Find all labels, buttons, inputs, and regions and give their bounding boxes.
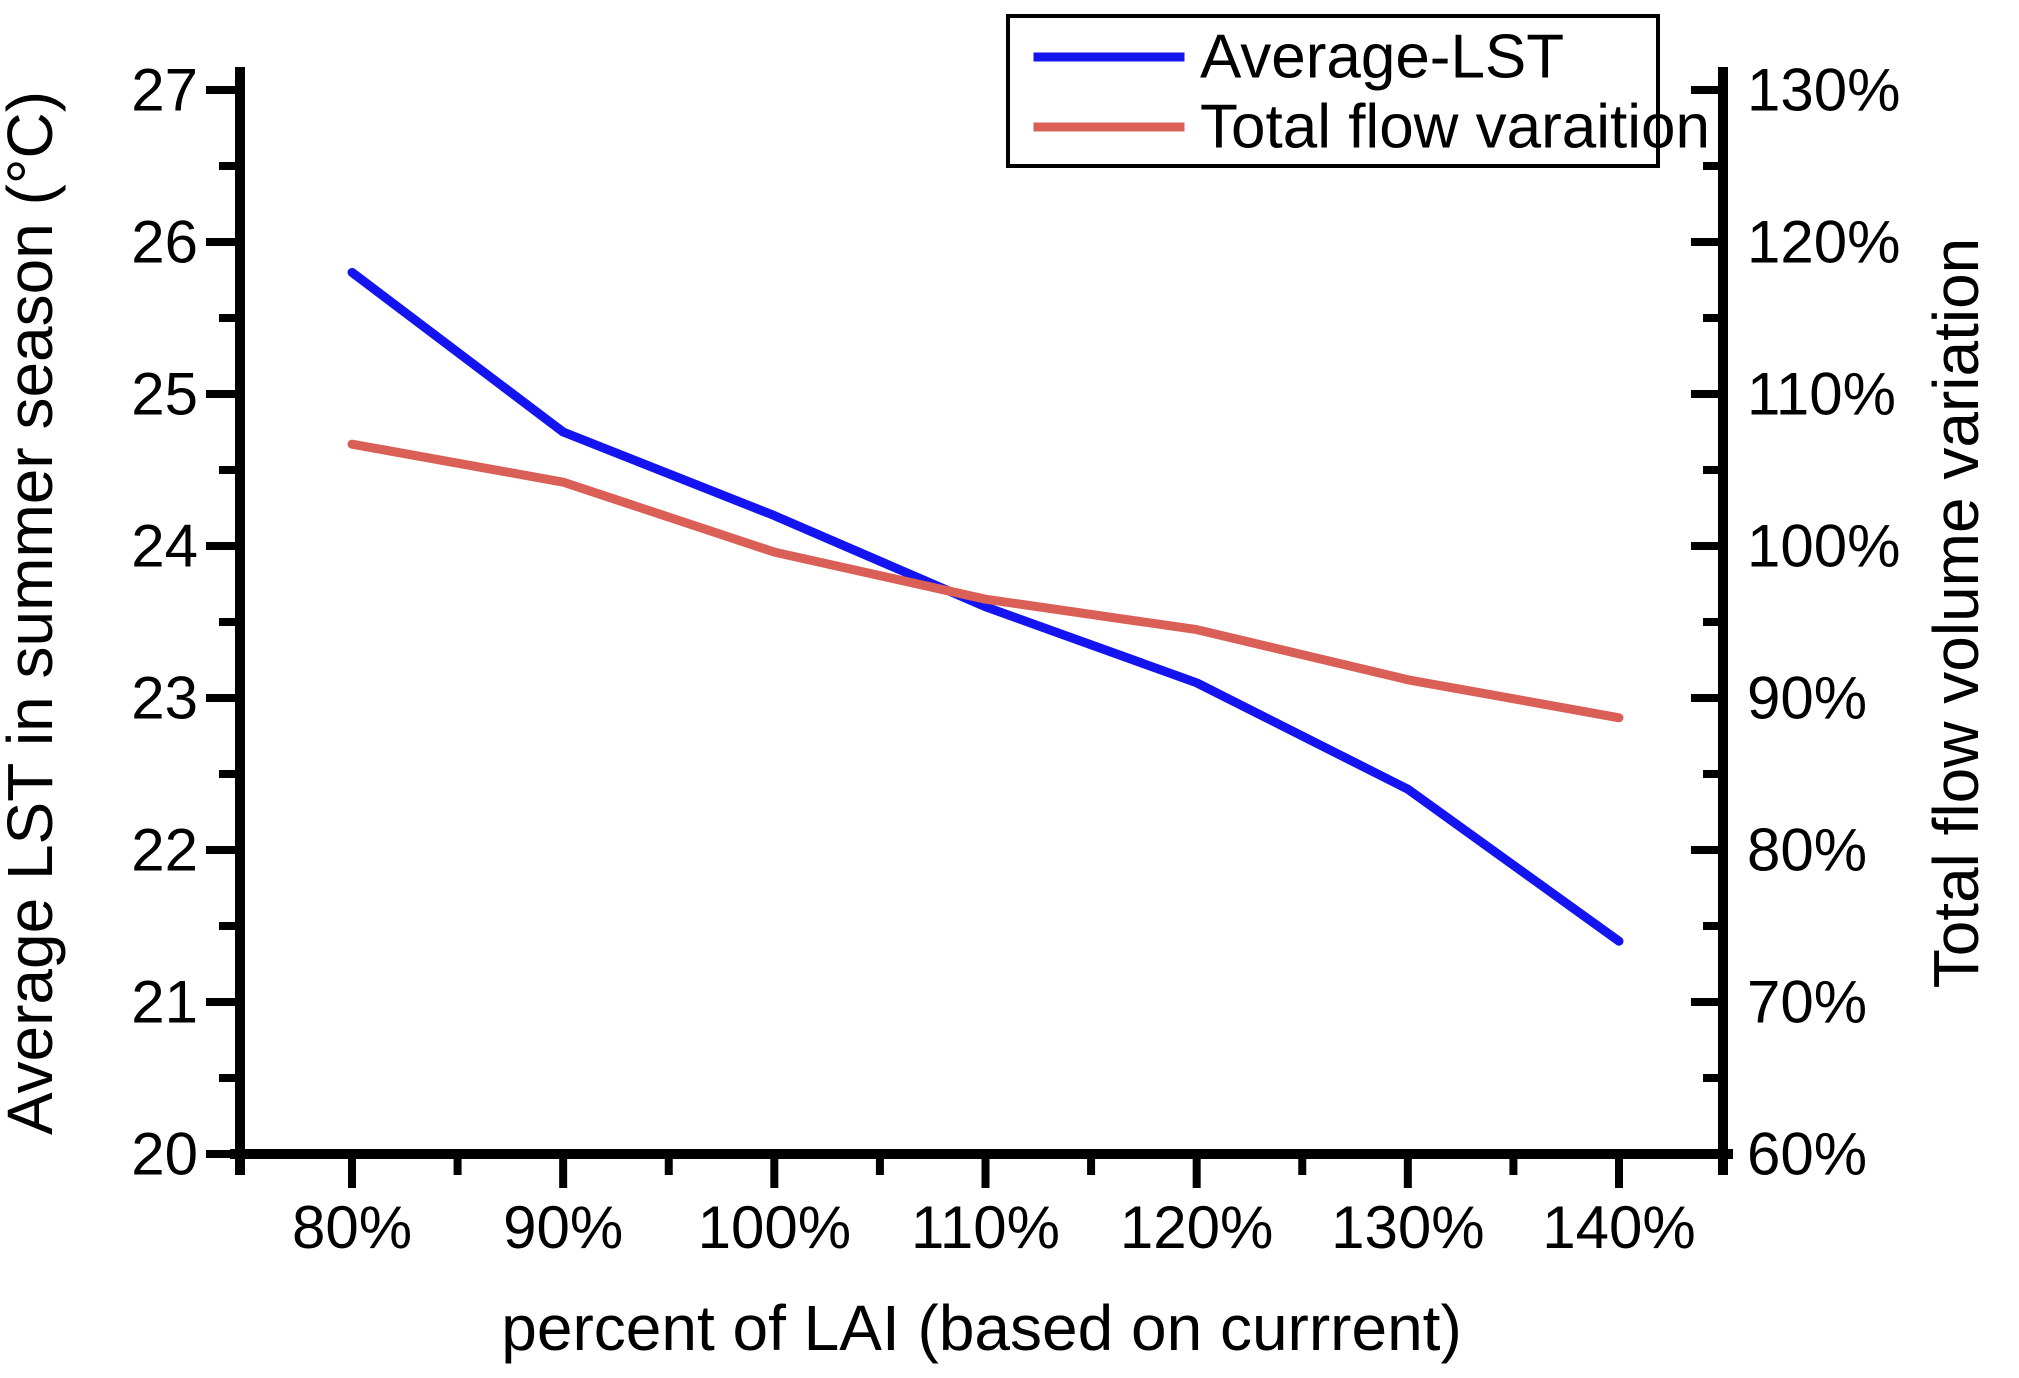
x-tick-label: 100%: [698, 1194, 851, 1261]
series-line-average-lst: [347, 267, 1624, 946]
x-axis-title: percent of LAI (based on currrent): [501, 1292, 1462, 1364]
x-tick-label: 90%: [503, 1194, 623, 1261]
y-right-tick-label: 60%: [1747, 1121, 1867, 1188]
y-right-tick-label: 70%: [1747, 969, 1867, 1036]
x-tick-label: 130%: [1331, 1194, 1484, 1261]
y-left-tick-label: 27: [131, 57, 198, 124]
y-left-tick-label: 23: [131, 665, 198, 732]
y-right-tick-label: 120%: [1747, 209, 1900, 276]
y-left-tick-label: 24: [131, 513, 198, 580]
y-right-tick-label: 110%: [1747, 361, 1896, 428]
legend-label: Total flow varaition: [1200, 93, 1710, 162]
y-right-tick-label: 130%: [1747, 57, 1900, 124]
y-left-tick-label: 26: [131, 209, 198, 276]
legend-label: Average-LST: [1200, 23, 1564, 92]
y-left-tick-label: 22: [131, 817, 198, 884]
x-tick-label: 80%: [292, 1194, 412, 1261]
y-right-axis-title: Total flow volume variation: [1920, 238, 1992, 989]
y-left-tick-label: 25: [131, 361, 198, 428]
y-left-axis-title: Average LST in summer season (°C): [0, 91, 66, 1135]
y-right-tick-label: 100%: [1747, 513, 1900, 580]
legend-box: [1006, 14, 1660, 168]
y-left-tick-label: 20: [131, 1121, 198, 1188]
series-line-total-flow-varaition: [347, 439, 1624, 723]
x-tick-label: 110%: [911, 1194, 1060, 1261]
x-tick-label: 120%: [1120, 1194, 1273, 1261]
y-left-tick-label: 21: [131, 969, 198, 1036]
y-right-tick-label: 90%: [1747, 665, 1867, 732]
x-tick-label: 140%: [1542, 1194, 1695, 1261]
y-right-tick-label: 80%: [1747, 817, 1867, 884]
